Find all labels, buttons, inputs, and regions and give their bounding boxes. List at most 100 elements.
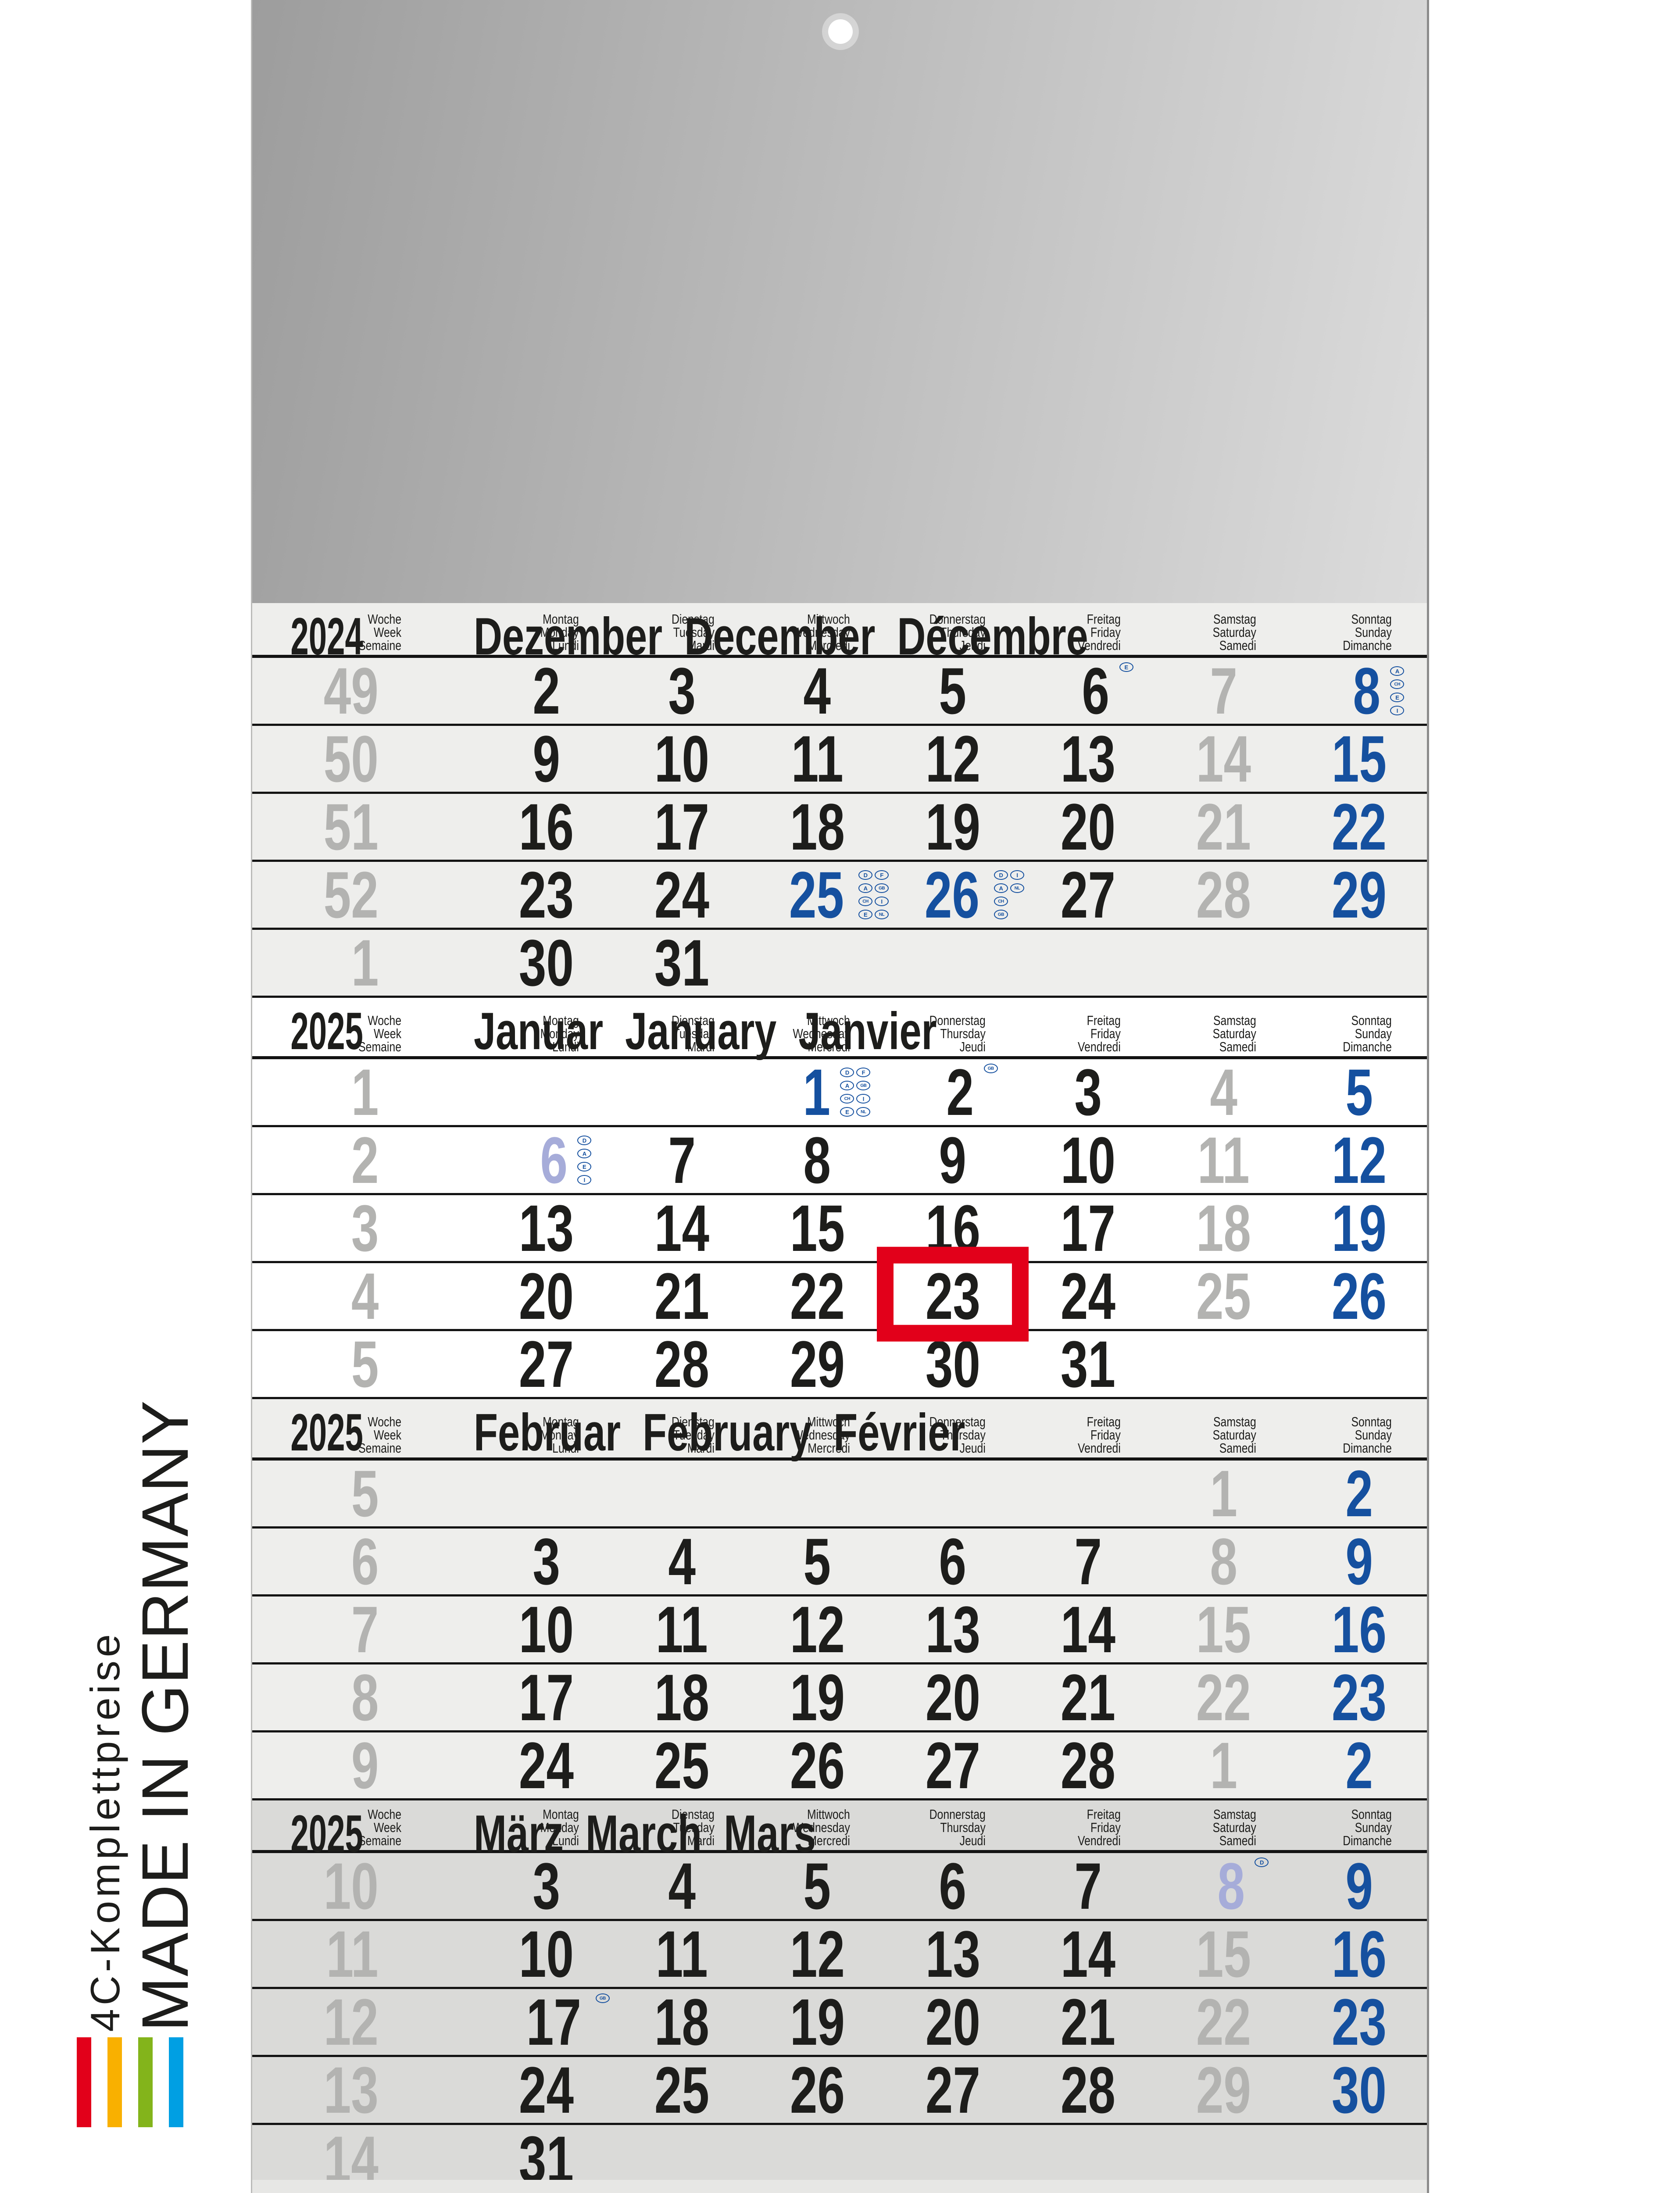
day-number: 3 [668,654,696,728]
day-cell: 16 [1291,1597,1427,1662]
day-number: 15 [1196,1593,1251,1666]
holiday-country-badge: I [577,1175,592,1185]
weekday-day-label: Montag Monday Lundi [479,1014,614,1054]
weekday-label-line: Freitag [1087,1414,1121,1429]
holiday-country-badge: GB [595,1993,610,2003]
week-number: 2 [351,1123,379,1197]
holiday-country-badge: CH [1390,679,1405,689]
weekday-label-line: Semaine [358,1440,401,1456]
day-cell: 24 [1020,1263,1156,1329]
day-cell: 28 [614,1331,750,1397]
day-number: 14 [1061,1917,1116,1991]
day-cell: 28 [1020,2057,1156,2123]
weekday-label-line: Montag [543,611,579,627]
day-number: 23 [925,1259,980,1333]
day-cell: 27 [1020,862,1156,928]
weekday-label-line: Sunday [1355,1427,1392,1443]
day-number: 8 [1353,654,1380,728]
day-number: 4 [803,654,831,728]
week-number-cell: 2 [252,1127,479,1193]
day-number: 6 [540,1123,568,1197]
day-cell: 3 [479,1529,614,1594]
color-bars [77,2037,200,2127]
day-number: 25 [654,2053,709,2127]
weekday-header: Woche Week Semaine Montag Monday Lundi Diensta… [252,1807,1427,1850]
holiday-country-badges: GB [595,1993,610,2003]
color-bar [107,2037,122,2127]
day-cell: 3 [479,1853,614,1919]
week-number-cell: 9 [252,1732,479,1798]
weekday-label-line: Jeudi [959,1440,986,1456]
day-cell: 4 [614,1853,750,1919]
weekday-label-line: Mittwoch [807,1807,850,1822]
color-bar [138,2037,153,2127]
day-number: 6 [939,1525,967,1598]
day-cell: 11 [1156,1127,1291,1193]
holiday-country-badge: A [577,1149,592,1158]
day-cell: 27 [885,2057,1021,2123]
holiday-country-badge: GB [856,1081,871,1090]
day-cell: 12 [750,1921,885,1987]
weekday-label-line: Wednesday [793,1026,850,1041]
day-cell: 29 [750,1331,885,1397]
day-number: 8 [803,1123,831,1197]
calendar: 2024 Dezember December Décembre Woche Week S… [251,0,1429,2193]
day-cell: 9 [479,726,614,792]
day-cell: 24 [479,2057,614,2123]
day-number: 28 [654,1327,709,1401]
day-cell: 18 [614,1989,750,2055]
weekday-label-line: Mardi [687,1440,715,1456]
week-row: 50 9 10 11 12 13 14 15 [252,726,1427,794]
weekday-label-line: Friday [1090,1820,1121,1835]
week-number: 13 [323,2053,379,2127]
month-year: 2024 [290,607,363,666]
day-cell: 29 [1291,862,1427,928]
day-cell: 12 [750,1597,885,1662]
weekday-label-line: Vendredi [1078,1833,1121,1848]
month-year: 2025 [290,1804,363,1863]
weekday-day-label: Dienstag Tuesday Mardi [614,1807,750,1847]
day-number: 9 [1345,1849,1373,1923]
weekday-label-line: Montag [543,1414,579,1429]
week-number-cell: 1 [252,930,479,996]
weekday-label-line: Friday [1090,625,1121,640]
day-cell: 16 [479,794,614,860]
day-number: 16 [1331,1593,1387,1666]
weekday-label-line: Week [374,1820,401,1835]
day-number: 22 [1196,1985,1251,2059]
day-number: 18 [654,1985,709,2059]
day-number: 13 [518,1191,574,1265]
holiday-country-badge: CH [840,1094,854,1104]
day-cell: 20 [479,1263,614,1329]
day-cell: 30 [1291,2057,1427,2123]
weekday-label-line: Semaine [358,1833,401,1848]
weekday-label-line: Jeudi [959,638,986,653]
week-number-cell: 13 [252,2057,479,2123]
day-number: 6 [939,1849,967,1923]
day-number: 11 [1197,1123,1250,1197]
week-number: 5 [351,1327,379,1401]
holiday-country-badge: NL [856,1107,871,1117]
weekday-label-line: Thursday [940,1820,986,1835]
week-row: 9 24 25 26 27 28 1 2 [252,1732,1427,1800]
day-cell: 15 [1156,1597,1291,1662]
week-row: 5 27 28 29 30 31 [252,1331,1427,1399]
date-slider-marker[interactable] [876,1247,1029,1342]
month-title: Februar February Février [474,1403,965,1462]
day-number: 7 [1210,654,1237,728]
day-number: 31 [654,926,709,1000]
day-number: 17 [654,790,709,864]
week-number-cell: 49 [252,658,479,724]
month-rows: 5 1 2 6 3 4 5 6 7 8 9 7 10 11 12 13 14 15 16 8 17 18 19 20 21 22 2… [252,1457,1427,1800]
day-cell: 25 [1156,1263,1291,1329]
month-title: Dezember December Décembre [474,607,1088,666]
day-number: 21 [654,1259,709,1333]
weekday-day-label: Samstag Saturday Samedi [1156,1415,1291,1455]
day-number: 3 [533,1849,560,1923]
weekday-header: Woche Week Semaine Montag Monday Lundi Diensta… [252,1415,1427,1457]
day-number: 15 [1196,1917,1251,1991]
weekday-day-label: Montag Monday Lundi [479,1415,614,1455]
weekday-header: Woche Week Semaine Montag Monday Lundi Diensta… [252,1014,1427,1056]
